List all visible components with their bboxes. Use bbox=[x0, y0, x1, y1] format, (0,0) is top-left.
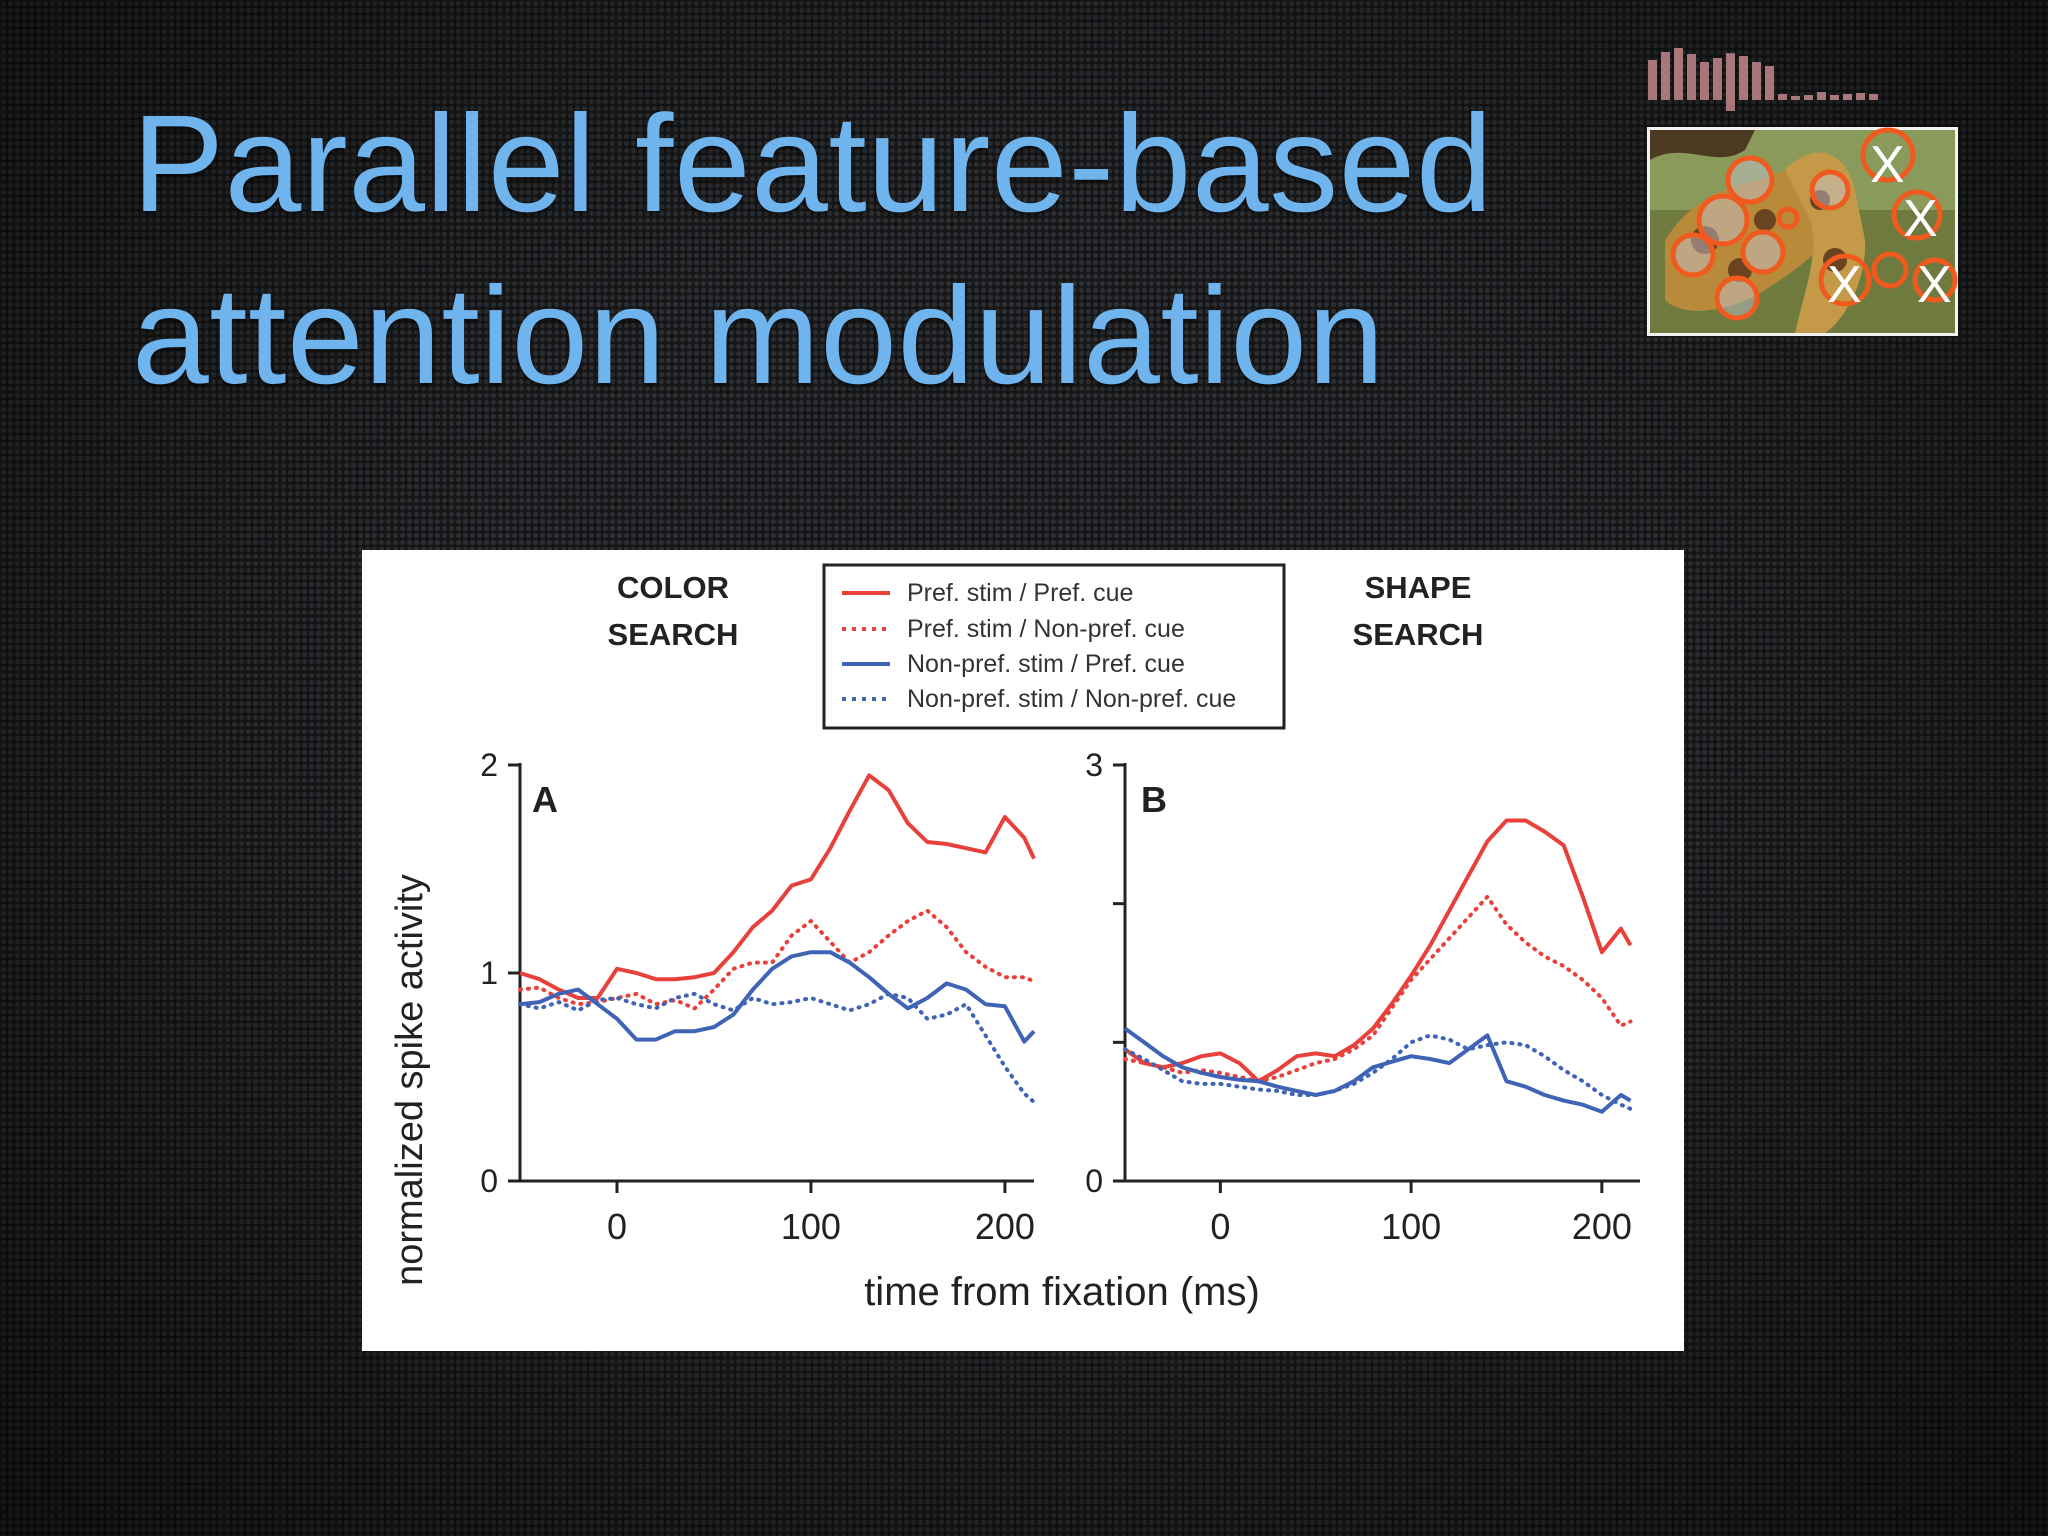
series-line-A-1 bbox=[519, 773, 1036, 1000]
series-line-B-3 bbox=[1123, 1026, 1632, 1114]
legend: Pref. stim / Pref. cue Pref. stim / Non-… bbox=[822, 563, 1286, 730]
x-marker-1: X bbox=[1870, 136, 1905, 194]
panel-letter-a: A bbox=[532, 779, 558, 820]
series-line-A-3 bbox=[519, 950, 1036, 1044]
giraffe-thumbnail: X X X X bbox=[1645, 40, 1960, 340]
panel-headings: COLOR SEARCH SHAPE SEARCH bbox=[608, 570, 1484, 652]
x-tick-label-A-100: 100 bbox=[781, 1206, 841, 1247]
x-tick-label-B-0: 0 bbox=[1210, 1206, 1230, 1247]
saliency-circles bbox=[1670, 127, 1958, 321]
legend-box bbox=[822, 563, 1286, 730]
heading-b-line1: SHAPE bbox=[1365, 570, 1472, 605]
series-line-B-2 bbox=[1123, 894, 1633, 1084]
y-tick-label-A-0: 0 bbox=[480, 1163, 498, 1199]
x-marker-2: X bbox=[1903, 190, 1938, 248]
saliency-histogram bbox=[1648, 48, 1878, 111]
title-line-2: attention modulation bbox=[132, 259, 1385, 413]
series-line-A-4 bbox=[518, 991, 1036, 1104]
x-axis-label: time from fixation (ms) bbox=[864, 1270, 1260, 1314]
y-tick-label-A-1: 1 bbox=[480, 955, 498, 991]
heading-b-line2: SEARCH bbox=[1353, 617, 1484, 652]
panel-b-plot: 0 3 0 100 200 bbox=[1085, 747, 1640, 1247]
series-line-B-4 bbox=[1123, 1033, 1633, 1111]
figure-panel: COLOR SEARCH SHAPE SEARCH Pref. stim / P… bbox=[362, 550, 1684, 1351]
legend-entry-2: Pref. stim / Non-pref. cue bbox=[907, 615, 1185, 643]
x-marker-4: X bbox=[1917, 256, 1952, 314]
legend-entry-4: Non-pref. stim / Non-pref. cue bbox=[907, 685, 1236, 713]
y-tick-label-A-2: 2 bbox=[480, 747, 498, 783]
title-line-1: Parallel feature-based bbox=[132, 87, 1494, 241]
x-markers: X X X X bbox=[1827, 136, 1952, 314]
series-line-B-1 bbox=[1123, 818, 1633, 1084]
y-tick-label-B-0: 0 bbox=[1085, 1163, 1103, 1199]
x-tick-label-A-200: 200 bbox=[975, 1206, 1035, 1247]
panel-letter-b: B bbox=[1141, 779, 1167, 820]
x-tick-label-B-100: 100 bbox=[1381, 1206, 1441, 1247]
panel-a-plot: 0 1 2 0 100 200 bbox=[480, 747, 1036, 1247]
y-axis-label: normalized spike activity bbox=[389, 874, 431, 1286]
giraffe-saliency-icon: X X X X bbox=[1647, 48, 1958, 336]
legend-entry-1: Pref. stim / Pref. cue bbox=[907, 579, 1133, 607]
heading-a-line2: SEARCH bbox=[608, 617, 739, 652]
chart-svg: COLOR SEARCH SHAPE SEARCH Pref. stim / P… bbox=[389, 563, 1640, 1314]
heading-a-line1: COLOR bbox=[617, 570, 729, 605]
x-tick-label-B-200: 200 bbox=[1572, 1206, 1632, 1247]
x-marker-3: X bbox=[1827, 256, 1862, 314]
x-tick-label-A-0: 0 bbox=[607, 1206, 627, 1247]
y-tick-label-B-3: 3 bbox=[1085, 747, 1103, 783]
legend-entry-3: Non-pref. stim / Pref. cue bbox=[907, 650, 1185, 678]
series-line-A-2 bbox=[518, 908, 1036, 1011]
slide-title: Parallel feature-based attention modulat… bbox=[132, 78, 1493, 422]
